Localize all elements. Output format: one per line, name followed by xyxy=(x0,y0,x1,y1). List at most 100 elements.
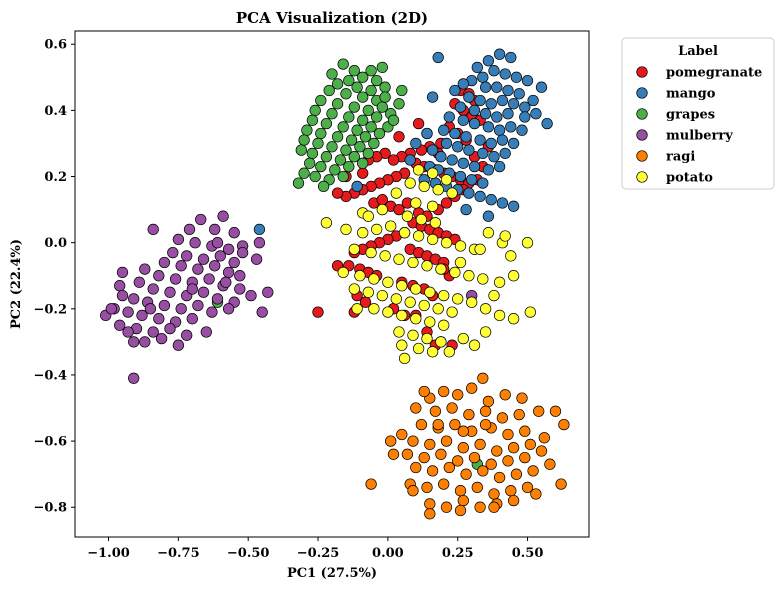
data-point xyxy=(496,412,509,424)
data-point xyxy=(482,55,495,67)
data-point xyxy=(357,167,369,179)
data-point xyxy=(513,408,525,421)
data-point xyxy=(519,111,531,123)
data-point xyxy=(407,256,419,269)
data-point xyxy=(535,81,548,93)
x-axis: −1.00 −0.75 −0.50 −0.25 0.00 0.25 0.50 xyxy=(87,537,543,561)
legend-item-pomegranate: pomegranate xyxy=(636,66,762,81)
data-point xyxy=(482,164,495,176)
data-point xyxy=(412,117,425,130)
data-point xyxy=(488,151,500,163)
data-point xyxy=(440,501,453,513)
data-point xyxy=(164,286,176,298)
data-point xyxy=(558,418,570,431)
data-point xyxy=(435,263,447,275)
data-point xyxy=(351,124,363,136)
data-point xyxy=(345,134,358,146)
data-point xyxy=(424,438,436,451)
data-point xyxy=(203,273,215,285)
data-point xyxy=(172,339,185,351)
data-point xyxy=(471,61,483,74)
data-point xyxy=(418,385,430,398)
data-point xyxy=(496,197,509,209)
data-point xyxy=(192,299,204,312)
data-point xyxy=(337,121,349,133)
data-point xyxy=(505,121,517,133)
data-point xyxy=(421,260,433,272)
data-point xyxy=(491,445,503,457)
data-point xyxy=(116,266,129,279)
data-point xyxy=(407,485,419,497)
data-point xyxy=(449,127,461,140)
data-point xyxy=(337,266,349,279)
data-point xyxy=(541,117,553,130)
data-point xyxy=(220,276,232,288)
data-point xyxy=(440,174,453,186)
data-point xyxy=(440,435,453,447)
data-point xyxy=(116,289,129,302)
data-point xyxy=(435,151,447,163)
data-point xyxy=(438,319,450,331)
data-point xyxy=(309,170,321,183)
data-point xyxy=(217,210,229,222)
data-point xyxy=(155,332,168,345)
data-point xyxy=(438,289,450,302)
data-point xyxy=(393,98,405,110)
data-point xyxy=(505,485,517,497)
y-tick-label: 0.2 xyxy=(44,170,67,185)
data-point xyxy=(432,303,444,315)
data-point xyxy=(371,223,383,236)
data-point xyxy=(253,237,266,249)
data-point xyxy=(468,160,481,173)
data-point xyxy=(393,203,405,216)
data-point xyxy=(443,346,455,358)
data-point xyxy=(312,306,324,318)
data-point xyxy=(410,197,422,209)
data-point xyxy=(474,134,486,146)
data-point xyxy=(454,485,467,497)
data-point xyxy=(337,58,349,70)
data-point xyxy=(410,461,422,474)
y-axis-label: PC2 (22.4%) xyxy=(9,239,24,329)
data-point xyxy=(510,468,523,480)
data-point xyxy=(533,405,545,417)
data-point xyxy=(468,339,481,351)
data-point xyxy=(516,392,528,404)
legend-label: ragi xyxy=(666,150,695,165)
data-point xyxy=(507,98,520,110)
data-point xyxy=(530,108,542,120)
data-point xyxy=(418,299,430,312)
legend-marker xyxy=(636,66,648,78)
data-point xyxy=(183,223,196,236)
data-point xyxy=(306,114,319,126)
data-point xyxy=(418,180,430,193)
y-tick-label: −0.6 xyxy=(33,435,67,450)
series-potato xyxy=(320,164,536,365)
data-point xyxy=(315,94,327,107)
series-ragi xyxy=(365,372,570,520)
data-point xyxy=(222,303,235,315)
data-point xyxy=(128,336,140,348)
data-point xyxy=(474,243,486,255)
data-point xyxy=(449,84,461,97)
data-point xyxy=(468,451,481,464)
data-point xyxy=(387,154,400,166)
data-point xyxy=(426,200,439,212)
data-point xyxy=(304,157,316,169)
data-point xyxy=(136,309,148,322)
legend-label: pomegranate xyxy=(666,66,762,81)
data-point xyxy=(128,372,140,384)
data-point xyxy=(306,147,319,160)
data-point xyxy=(312,137,324,150)
data-point xyxy=(329,164,341,176)
data-point xyxy=(426,144,439,156)
data-point xyxy=(362,210,374,222)
data-point xyxy=(535,445,548,457)
data-point xyxy=(482,227,495,239)
data-point xyxy=(365,84,377,97)
data-point xyxy=(362,147,374,160)
data-point xyxy=(493,48,506,60)
data-point xyxy=(491,111,503,123)
data-point xyxy=(513,88,525,100)
data-point xyxy=(460,131,472,143)
